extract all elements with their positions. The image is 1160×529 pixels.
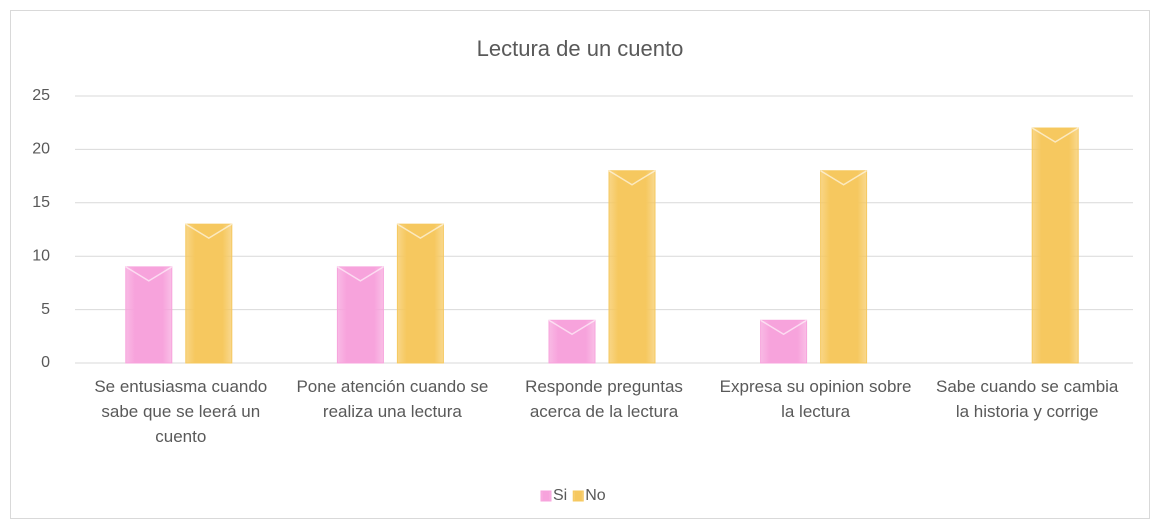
legend-label: Si bbox=[553, 487, 567, 504]
y-tick-label: 10 bbox=[32, 247, 50, 264]
x-tick-label: Sabe cuando se cambia la historia y corr… bbox=[935, 377, 1119, 421]
bar-bevel bbox=[125, 266, 173, 282]
bar bbox=[760, 319, 808, 364]
chart-title: Lectura de un cuento bbox=[477, 36, 684, 61]
x-tick-label: Se entusiasma cuando sabe que se leerá u… bbox=[94, 377, 268, 446]
bar-bevel bbox=[548, 319, 596, 336]
legend-swatch bbox=[540, 490, 552, 502]
legend-label: No bbox=[585, 487, 606, 504]
bar-bevel bbox=[397, 223, 444, 240]
bar bbox=[396, 223, 444, 364]
y-tick-label: 5 bbox=[41, 301, 50, 318]
y-tick-label: 25 bbox=[32, 87, 50, 104]
bar-bevel bbox=[337, 266, 384, 282]
bar-bevel bbox=[760, 319, 807, 336]
bar bbox=[1031, 127, 1079, 364]
bar bbox=[820, 170, 868, 364]
bar-bevel bbox=[1031, 127, 1079, 143]
bar-bevel bbox=[608, 170, 656, 186]
y-tick-label: 0 bbox=[41, 354, 50, 371]
bar bbox=[185, 223, 233, 364]
bar bbox=[125, 266, 173, 364]
x-tick-label: Responde preguntas acerca de la lectura bbox=[525, 377, 683, 421]
y-tick-label: 20 bbox=[32, 141, 50, 158]
bar bbox=[548, 319, 596, 364]
bar-bevel bbox=[820, 170, 867, 186]
y-tick-label: 15 bbox=[32, 194, 50, 211]
x-tick-label: Pone atención cuando se realiza una lect… bbox=[296, 377, 489, 421]
x-tick-label: Expresa su opinion sobre la lectura bbox=[719, 377, 912, 421]
bar bbox=[608, 170, 656, 364]
bar bbox=[336, 266, 384, 364]
legend-swatch bbox=[572, 490, 584, 502]
bar-bevel bbox=[185, 223, 233, 240]
